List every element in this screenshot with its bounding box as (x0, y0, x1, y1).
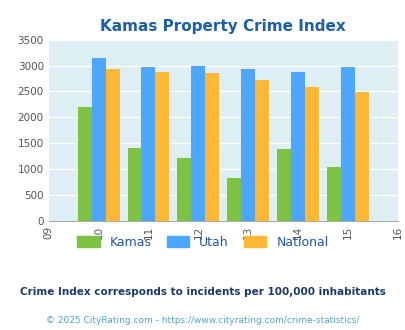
Bar (241, 69, 255, 221)
Bar (326, 167, 340, 221)
Bar (77, 107, 92, 221)
Bar (255, 80, 269, 221)
Bar (127, 148, 141, 221)
Bar (304, 87, 318, 221)
Bar (354, 92, 368, 221)
Bar (191, 66, 205, 221)
Bar (105, 69, 119, 221)
Bar (340, 67, 354, 221)
Title: Kamas Property Crime Index: Kamas Property Crime Index (100, 19, 345, 34)
Text: © 2025 CityRating.com - https://www.cityrating.com/crime-statistics/: © 2025 CityRating.com - https://www.city… (46, 315, 359, 325)
Legend: Kamas, Utah, National: Kamas, Utah, National (72, 231, 333, 254)
Bar (141, 67, 155, 221)
Bar (155, 72, 169, 221)
Text: Crime Index corresponds to incidents per 100,000 inhabitants: Crime Index corresponds to incidents per… (20, 287, 385, 297)
Bar (92, 58, 105, 221)
Bar (205, 73, 219, 221)
Bar (290, 72, 304, 221)
Bar (277, 149, 290, 221)
Bar (177, 158, 191, 221)
Bar (227, 178, 241, 221)
